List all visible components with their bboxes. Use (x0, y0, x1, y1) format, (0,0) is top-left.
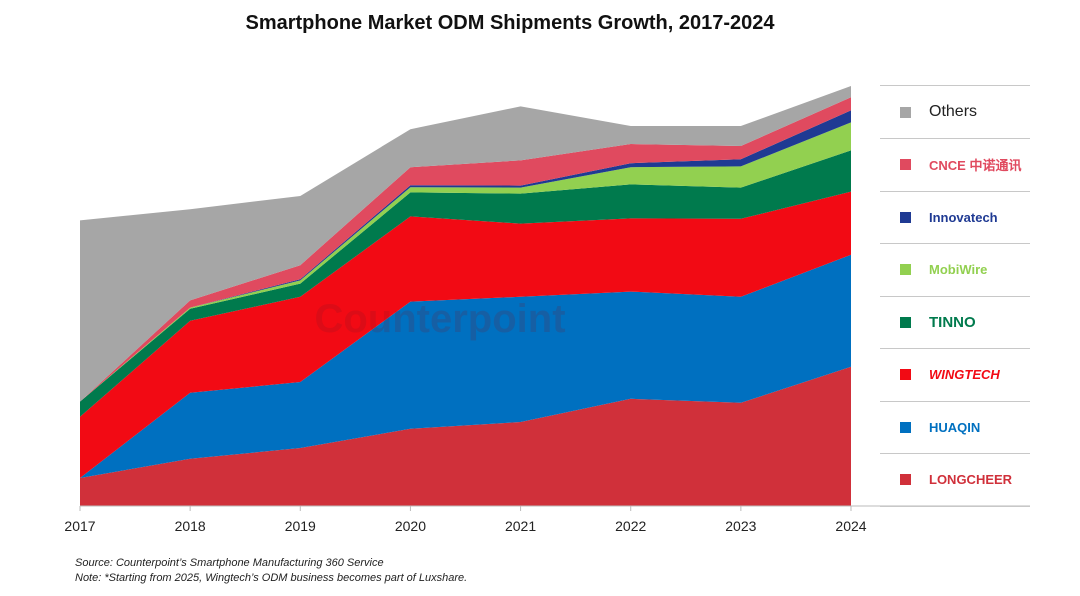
source-text: Source: Counterpoint’s Smartphone Manufa… (75, 557, 384, 569)
legend-swatch (900, 106, 911, 118)
legend-item: WINGTECH (880, 349, 1030, 402)
legend-item: Others (880, 86, 1030, 139)
x-tick-label: 2021 (505, 518, 536, 534)
x-tick-label: 2024 (835, 518, 866, 534)
legend-label: WINGTECH (929, 367, 1000, 382)
x-tick-label: 2023 (725, 518, 756, 534)
legend-label: HUAQIN (929, 419, 981, 435)
area-series-1 (80, 254, 851, 478)
area-series-7 (80, 86, 851, 402)
legend-item: CNCE 中诺通讯 (880, 139, 1030, 192)
legend-label: LONGCHEER (929, 472, 1013, 487)
x-tick-label: 2017 (64, 518, 95, 534)
area-series-3 (80, 150, 851, 417)
x-tick-label: 2020 (395, 518, 426, 534)
legend-swatch (900, 211, 911, 223)
area-series-2 (80, 191, 851, 478)
legend-divider (880, 85, 1030, 86)
legend-item: MobiWire (880, 244, 1030, 297)
area-series-0 (80, 366, 851, 506)
legend-label: TINNO (929, 313, 976, 331)
legend-swatch (900, 421, 911, 433)
x-tick-label: 2019 (285, 518, 316, 534)
legend-label: CNCE 中诺通讯 (929, 158, 1022, 173)
legend-item: HUAQIN (880, 401, 1030, 454)
legend-label: Innovatech (929, 209, 998, 225)
legend-swatch (900, 316, 911, 328)
legend-swatch (900, 159, 911, 170)
watermark: Counterpoint (314, 297, 565, 341)
note-text: Note: *Starting from 2025, Wingtech’s OD… (75, 572, 468, 584)
x-tick-label: 2022 (615, 518, 646, 534)
legend-item: TINNO (880, 296, 1030, 349)
legend-label: Others (929, 103, 978, 120)
x-tick-label: 2018 (175, 518, 206, 534)
legend-item: LONGCHEER (880, 454, 1030, 507)
chart-title: Smartphone Market ODM Shipments Growth, … (245, 12, 775, 34)
legend-label: MobiWire (929, 262, 988, 277)
legend-swatch (900, 264, 911, 275)
legend-item: Innovatech (880, 191, 1030, 244)
legend-swatch (900, 474, 911, 485)
legend-swatch (900, 369, 911, 380)
